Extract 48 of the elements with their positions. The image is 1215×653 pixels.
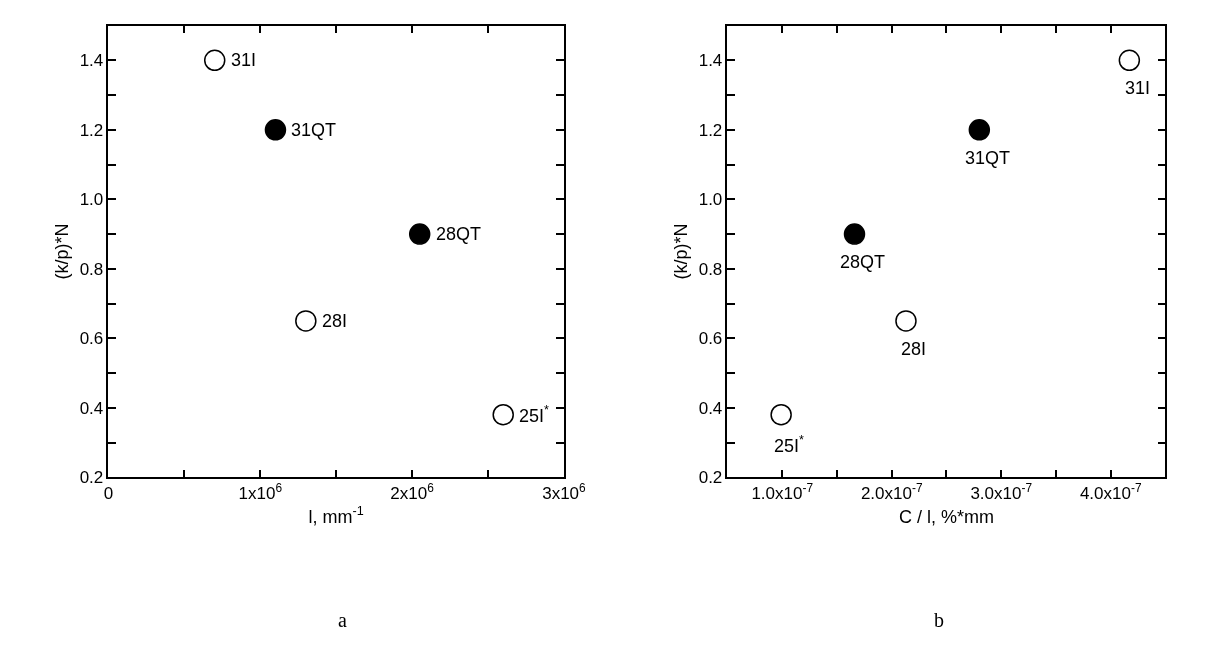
x-tick-label: 2.0x10$^{-7}$: [860, 481, 923, 504]
x-tick-label: 3.0x10$^{-7}$: [970, 481, 1033, 504]
x-tick-label: 1.0x10$^{-7}$: [751, 481, 814, 504]
point: [895, 310, 917, 332]
y-tick-label: 0.6: [79, 329, 104, 349]
y-tick-label: 1.2: [79, 120, 104, 140]
x-tick-label: 4.0x10$^{-7}$: [1079, 481, 1142, 504]
y-tick-label: 1.4: [79, 51, 104, 71]
y-tick-label: 0.8: [698, 259, 723, 279]
point: [203, 49, 226, 72]
x-tick-label: 2x10$^{6}$: [390, 481, 435, 504]
point: [295, 310, 317, 332]
point: [408, 223, 431, 245]
x-tick-label: 3x10$^{6}$: [542, 481, 587, 504]
x-axis-title: C / l, %*mm: [898, 507, 994, 527]
point: [1118, 49, 1141, 72]
annotation: 31QT: [291, 120, 337, 140]
annotation: 31I: [231, 50, 257, 70]
point: [770, 403, 792, 426]
text: a: [338, 609, 347, 631]
x-tick-label: 0: [103, 484, 114, 504]
x-axis-title: l, mm$^{-1}$: [308, 504, 364, 527]
annotation: 31I: [1125, 78, 1151, 98]
y-tick-label: 0.2: [698, 468, 723, 488]
annotation: 25I$^{*}$: [774, 433, 805, 456]
y-tick-label: 0.4: [79, 398, 104, 418]
annotation: 31QT: [965, 148, 1011, 168]
x-tick-label: 1x10$^{6}$: [238, 481, 283, 504]
annotation: 28QT: [840, 252, 886, 272]
annotation: 28QT: [436, 224, 482, 244]
point: [492, 403, 514, 426]
y-tick-label: 0.6: [698, 329, 723, 349]
y-tick-label: 0.4: [698, 398, 723, 418]
point: [843, 223, 866, 245]
y-tick-label: 0.8: [79, 259, 104, 279]
annotation: 25I$^{*}$: [519, 403, 550, 426]
y-axis-title: (k/p)*N: [671, 223, 692, 280]
y-tick-label: 1.0: [698, 190, 723, 210]
y-tick-label: 1.0: [79, 190, 104, 210]
y-tick-label: 0.2: [79, 468, 104, 488]
y-tick-label: 1.4: [698, 51, 723, 71]
point: [968, 119, 991, 141]
y-axis-title: (k/p)*N: [52, 223, 73, 280]
y-tick-label: 1.2: [698, 120, 723, 140]
text: b: [934, 609, 944, 631]
annotation: 28I: [322, 311, 348, 331]
annotation: 28I: [901, 339, 927, 359]
point: [264, 119, 287, 141]
